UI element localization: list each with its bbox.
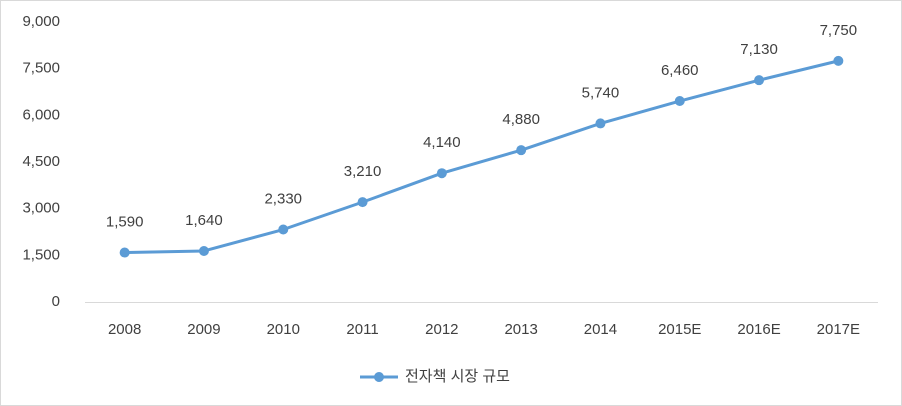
data-label: 1,590 [106,214,144,231]
data-point [754,75,765,86]
data-label: 4,140 [423,134,461,151]
data-point [357,197,368,208]
y-tick-label: 9,000 [22,13,60,30]
y-tick-label: 0 [52,293,60,310]
y-tick-label: 1,500 [22,246,60,263]
series-line [124,59,839,255]
x-tick-label: 2015E [658,321,701,338]
data-point [516,145,527,156]
y-tick-label: 6,000 [22,106,60,123]
x-tick-label: 2008 [108,321,141,338]
data-label: 6,460 [661,62,699,79]
data-point [119,247,130,258]
legend-marker [374,372,384,382]
data-label: 7,750 [820,22,858,39]
data-label: 1,640 [185,212,223,229]
legend-label: 전자책 시장 규모 [405,368,510,385]
data-label: 5,740 [582,84,620,101]
data-point [674,96,685,107]
y-tick-label: 3,000 [22,200,60,217]
data-label: 3,210 [344,163,382,180]
x-tick-label: 2011 [346,321,378,338]
x-tick-label: 2016E [737,321,780,338]
x-tick-label: 2010 [267,321,300,338]
data-label: 2,330 [264,190,302,207]
x-tick-label: 2013 [504,321,537,338]
data-point [278,224,289,235]
x-tick-label: 2014 [584,321,617,338]
data-label: 4,880 [502,111,540,128]
data-point [198,245,209,256]
data-point [595,118,606,129]
y-tick-label: 7,500 [22,60,60,77]
x-tick-label: 2012 [425,321,458,338]
x-tick-label: 2009 [187,321,220,338]
data-label: 7,130 [740,41,778,58]
x-tick-label: 2017E [817,321,860,338]
data-point [833,55,844,66]
y-tick-label: 4,500 [22,153,60,170]
data-point [436,168,447,179]
